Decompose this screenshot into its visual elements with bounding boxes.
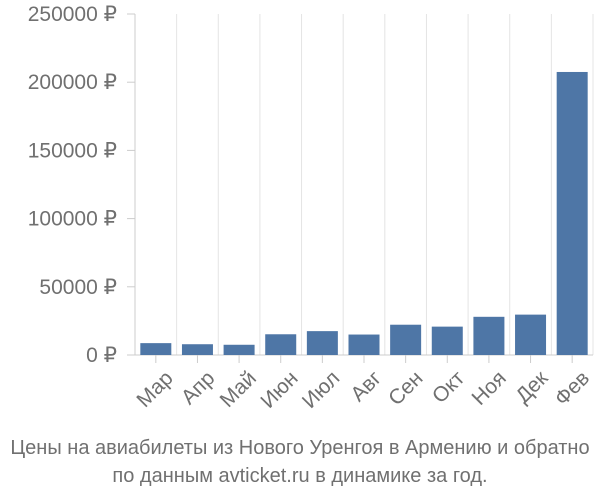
y-tick-label: 0 ₽: [86, 344, 117, 367]
axes: [127, 13, 593, 363]
bars: [140, 71, 588, 355]
y-tick-label: 100000 ₽: [28, 208, 117, 231]
y-tick-label: 150000 ₽: [28, 139, 117, 162]
bar-Фев: [556, 71, 588, 355]
x-tick-label: Дек: [511, 366, 553, 408]
bar-Окт: [431, 326, 463, 355]
bar-Авг: [348, 334, 380, 355]
x-tick-label: Авг: [346, 366, 386, 406]
bar-Июн: [265, 334, 297, 355]
y-tick-label: 200000 ₽: [28, 71, 117, 94]
x-tick-label: Фев: [550, 367, 594, 411]
bar-Мар: [140, 343, 172, 355]
bar-Май: [223, 344, 255, 355]
x-tick-label: Июн: [256, 367, 302, 413]
x-tick-label: Окт: [428, 366, 470, 408]
x-tick-label: Май: [216, 367, 261, 412]
bar-Дек: [515, 314, 547, 355]
bar-Июл: [306, 331, 338, 355]
bar-Апр: [181, 344, 213, 355]
y-tick-labels: 0 ₽ 50000 ₽ 100000 ₽ 150000 ₽ 200000 ₽ 250000…: [28, 3, 117, 367]
x-tick-label: Сен: [384, 367, 427, 410]
y-tick-label: 50000 ₽: [39, 276, 117, 299]
x-tick-label: Мар: [132, 367, 177, 412]
y-tick-label: 250000 ₽: [28, 3, 117, 26]
bar-Сен: [390, 324, 422, 355]
bar-chart: 0 ₽ 50000 ₽ 100000 ₽ 150000 ₽ 200000 ₽ 250000…: [28, 3, 594, 413]
x-tick-label: Июл: [298, 367, 344, 413]
bar-Ноя: [473, 316, 505, 355]
x-tick-label: Апр: [177, 367, 219, 409]
grid-lines: [134, 14, 594, 355]
chart-caption-line-1: Цены на авиабилеты из Нового Уренгоя в А…: [10, 437, 590, 459]
x-tick-label: Ноя: [468, 367, 511, 410]
chart-caption-line-2: по данным avticket.ru в динамике за год.: [112, 465, 488, 487]
